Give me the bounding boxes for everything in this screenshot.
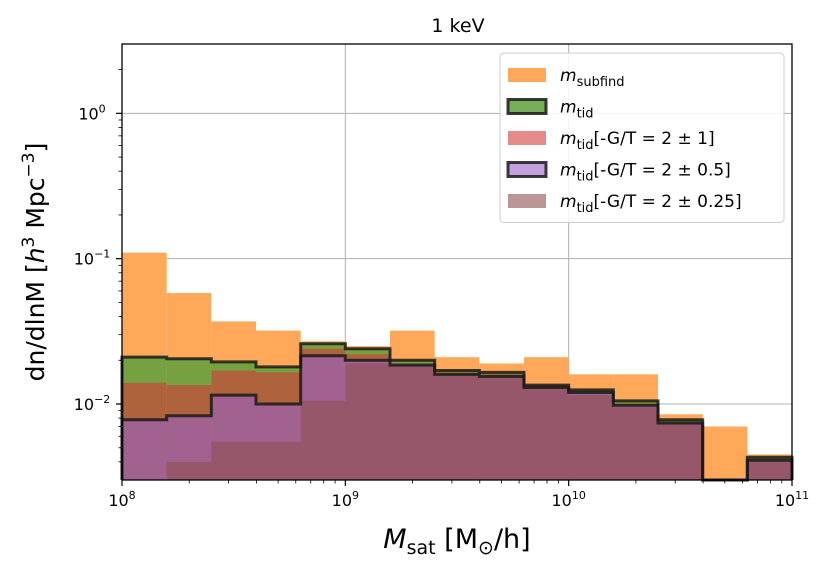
legend-label-1: mtid [560, 98, 594, 122]
y-tick-label-0: 10−2 [74, 393, 111, 414]
legend-label-0: msubfind [560, 66, 625, 90]
x-tick-label-2: 1010 [551, 489, 585, 510]
legend-swatch-0 [508, 68, 546, 82]
bar-series-4-bin-14 [747, 460, 792, 480]
outline-series-3 [120, 354, 794, 482]
x-axis-label: Msat [M⊙/h] [383, 524, 530, 559]
x-axis-ticks: 108 109 1010 1011 [108, 480, 809, 510]
series-4-bars [166, 363, 792, 480]
y-axis-ticks: 10−2 10−1 100 [74, 69, 122, 463]
bar-series-4-bin-12 [658, 423, 703, 480]
bar-series-4-bin-8 [479, 376, 525, 480]
legend-label-4: mtid[-G/T = 2 ± 0.25] [560, 192, 742, 216]
legend-box [499, 52, 785, 223]
histogram-bars [122, 252, 792, 480]
legend-label-2: mtid[-G/T = 2 ± 1] [560, 129, 715, 153]
y-tick-label-2: 100 [78, 102, 105, 123]
plot-frame [121, 43, 793, 481]
x-tick-label-1: 109 [332, 489, 359, 510]
bar-series-4-bin-11 [613, 407, 659, 480]
y-axis-label: dn/dlnM [h3 Mpc−3] [19, 143, 50, 382]
legend: msubfind mtid mtid[-G/T = 2 ± 1] mtid[-G/T … [499, 52, 785, 223]
legend-swatch-2 [508, 131, 546, 145]
bar-series-4-bin-3 [255, 441, 301, 480]
bar-series-4-bin-6 [390, 366, 435, 480]
bar-series-4-bin-10 [568, 395, 614, 480]
bar-series-4-bin-4 [300, 400, 346, 480]
bar-series-4-bin-7 [434, 374, 480, 480]
bar-series-3-bin-0 [122, 419, 167, 480]
x-tick-label-3: 1011 [775, 489, 809, 510]
outline-series-1 [120, 342, 794, 482]
legend-label-3: mtid[-G/T = 2 ± 0.5] [560, 161, 731, 185]
legend-swatch-4 [508, 194, 546, 208]
bar-series-4-bin-5 [345, 363, 391, 480]
legend-swatch-1 [506, 98, 548, 115]
y-tick-label-1: 10−1 [74, 248, 111, 269]
legend-swatch-3 [506, 161, 548, 178]
x-tick-label-0: 108 [108, 489, 135, 510]
bar-series-0-bin-13 [702, 426, 748, 480]
bar-series-4-bin-9 [524, 387, 569, 480]
chart-title: 1 keV [431, 15, 484, 37]
bar-series-4-bin-2 [211, 441, 256, 480]
bar-series-4-bin-1 [166, 461, 212, 480]
histogram-outlines [120, 342, 794, 482]
